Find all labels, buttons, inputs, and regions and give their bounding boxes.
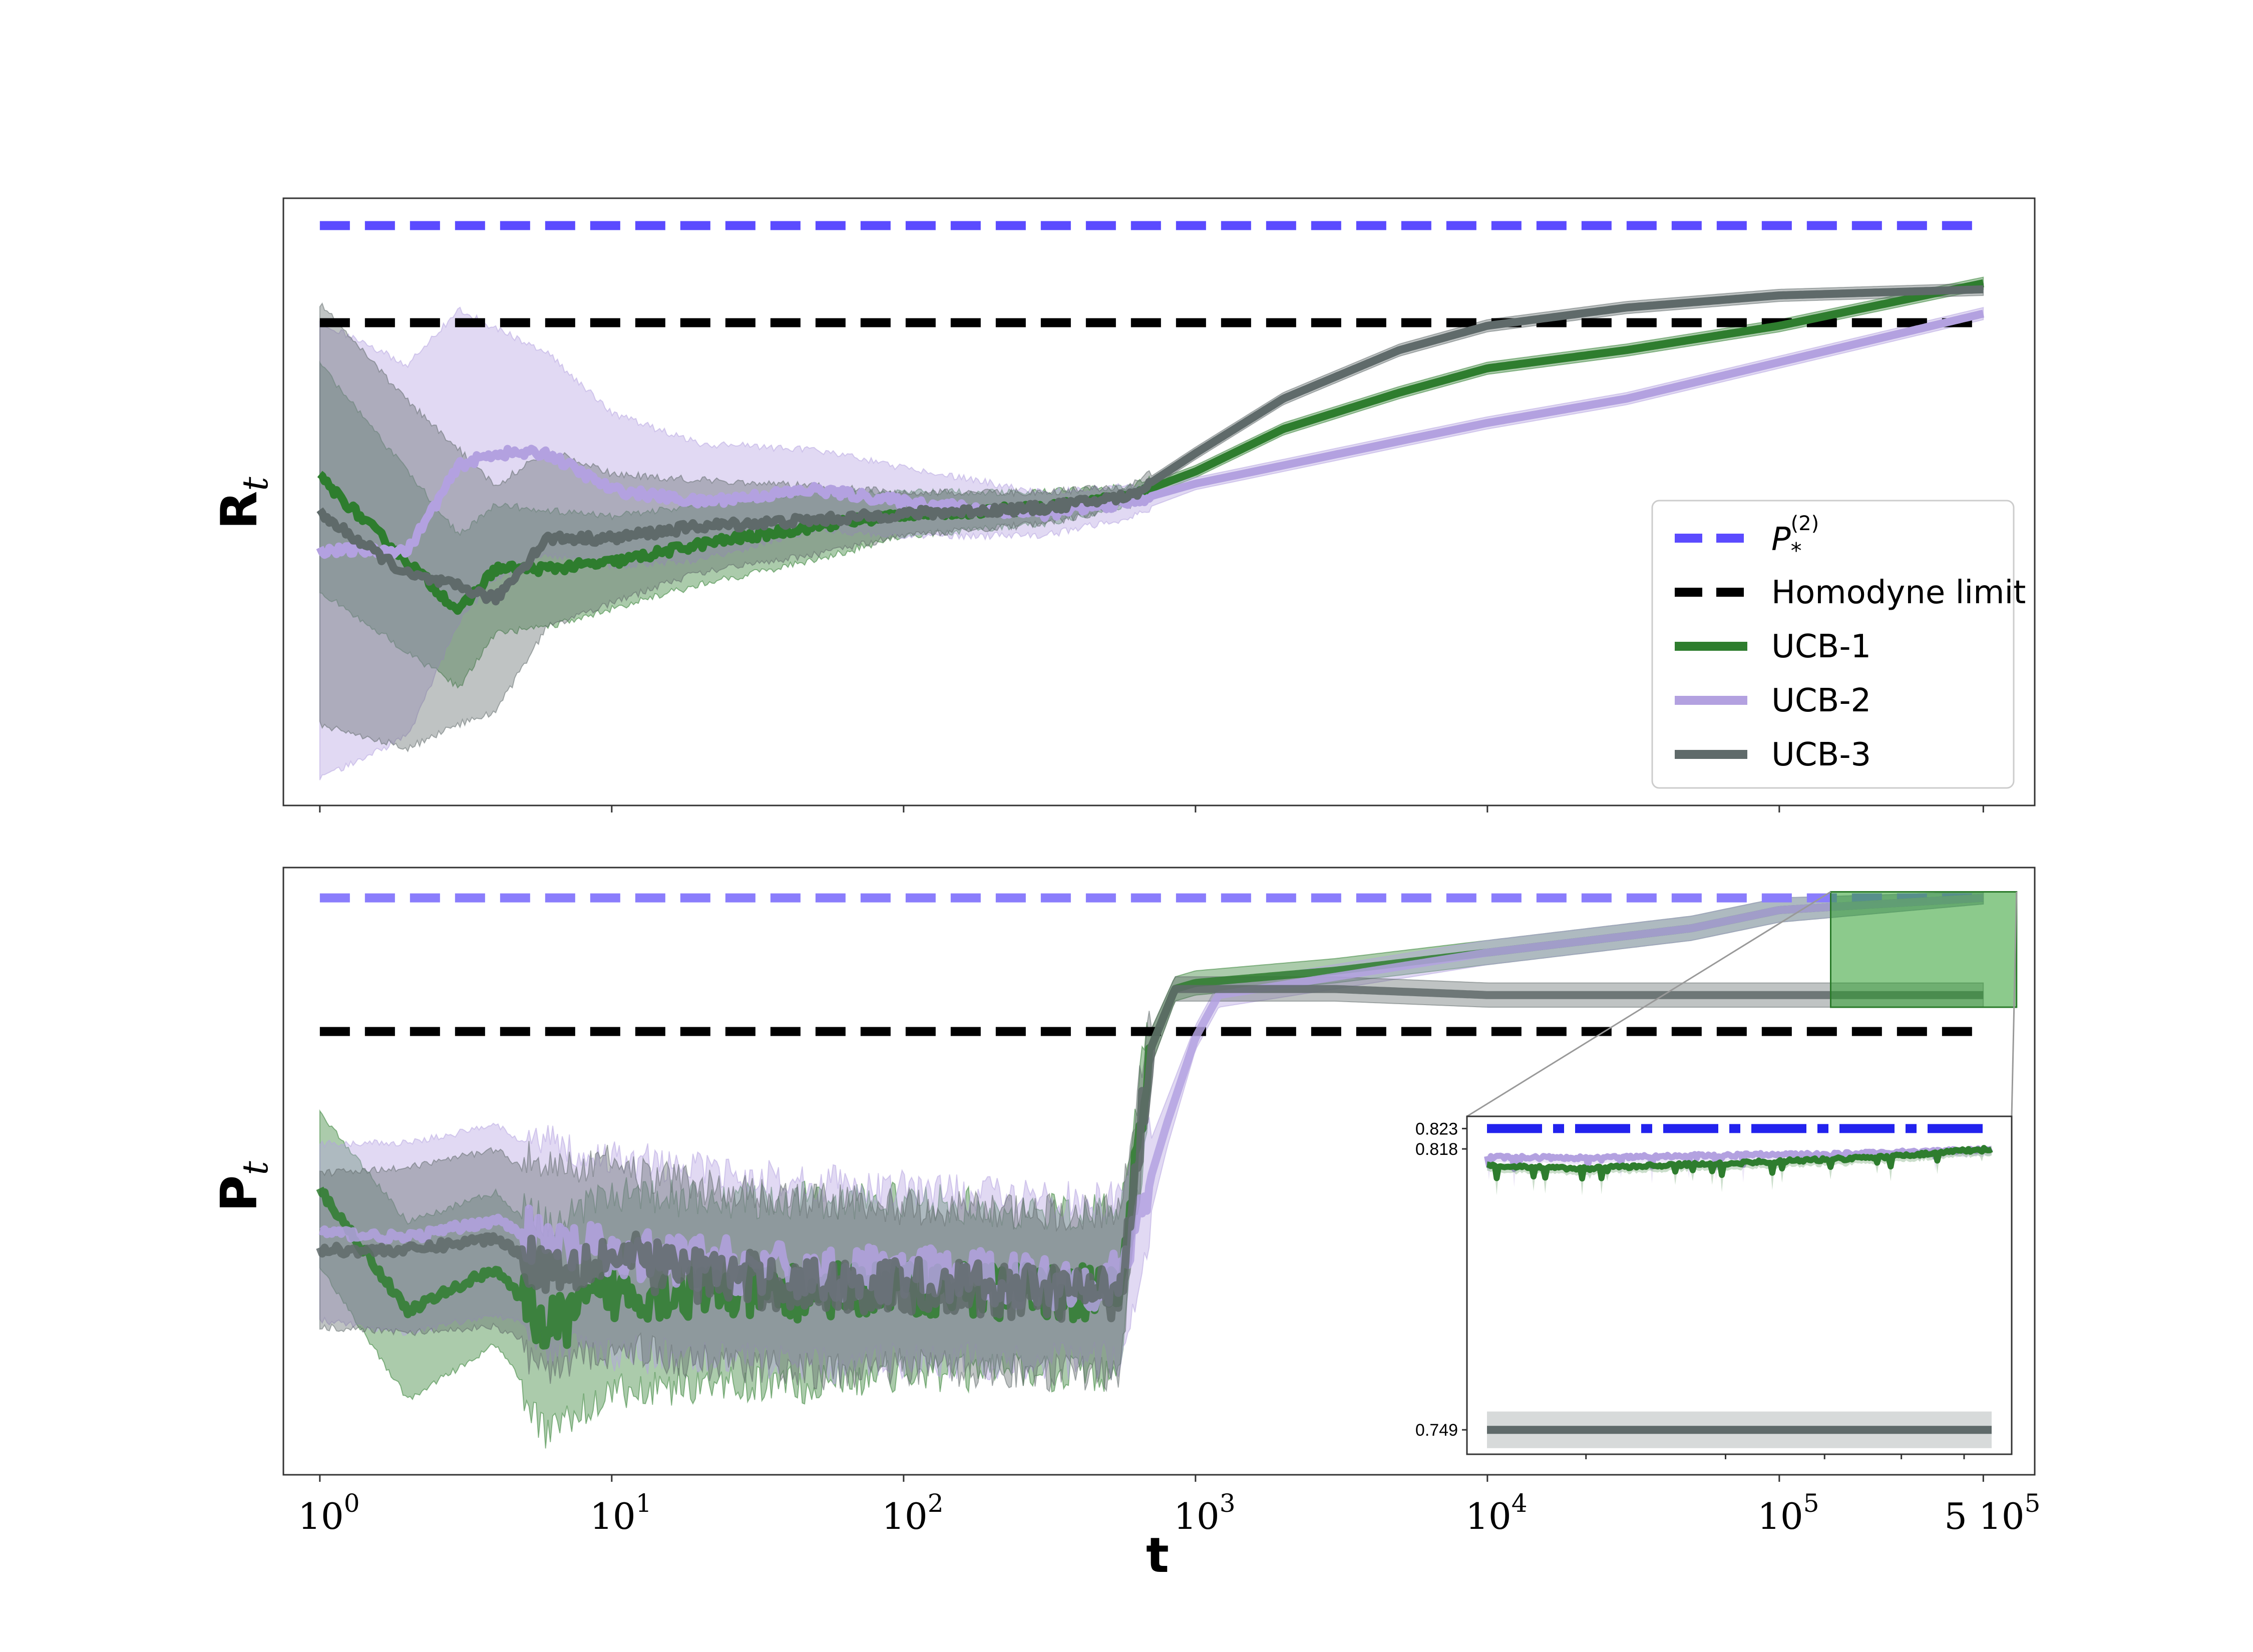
bottom-line-ucb-2 [318,894,1985,1312]
legend-label: P*(2) [1771,512,1819,564]
x-tick-label: 103 [1174,1489,1235,1537]
bottom-axes-frame [282,867,2036,1476]
legend-label: UCB-2 [1771,682,1871,719]
inset-y-tick-label: 0.749 [1415,1421,1458,1440]
zoom-connector [1466,891,1831,1117]
legend: P*(2) Homodyne limit UCB-1 UCB-2 UCB-3 [1651,500,2026,789]
legend-frame [1651,500,2015,789]
top-line-ucb-2 [316,309,1985,559]
legend-label: UCB-3 [1771,736,1871,773]
legend-label: Homodyne limit [1771,574,2026,611]
x-tick-label: 102 [882,1489,943,1537]
top-ylabel: Rt [210,477,276,530]
inset-y-tick-label: 0.823 [1415,1119,1458,1138]
x-axis-label: t [1146,1527,1169,1583]
inset-axes: 0.823 0.818 0.749 [1415,1115,2013,1459]
x-tick-label: 5 105 [1944,1489,2040,1537]
top-line-ucb-1 [317,279,1985,615]
bottom-line-ucb-3 [316,985,1985,1323]
x-tick-label: 101 [590,1489,651,1537]
inset-background [1466,1115,2013,1455]
bottom-panel: 100 101 102 103 104 105 5 105 Pt t 0.8230.8180… [210,867,2040,1583]
top-axes-frame [282,197,2036,806]
legend-label: UCB-1 [1771,628,1871,665]
top-line-ucb-3 [316,285,1985,606]
x-tick-label: 100 [298,1489,359,1537]
bottom-ylabel: Pt [210,1160,276,1211]
top-panel: Rt P*(2) Homodyne limit UCB-1 UCB-2 UCB-3 [210,197,2036,812]
zoom-connector [2011,892,2018,1117]
zoom-region-box [1830,891,2018,1008]
inset-y-tick-label: 0.818 [1415,1140,1458,1159]
x-tick-label: 105 [1757,1489,1819,1537]
x-tick-label: 104 [1465,1489,1527,1537]
top-band-ucb-3 [319,282,1984,752]
inset-line-ucb-1 [1485,1145,1993,1182]
